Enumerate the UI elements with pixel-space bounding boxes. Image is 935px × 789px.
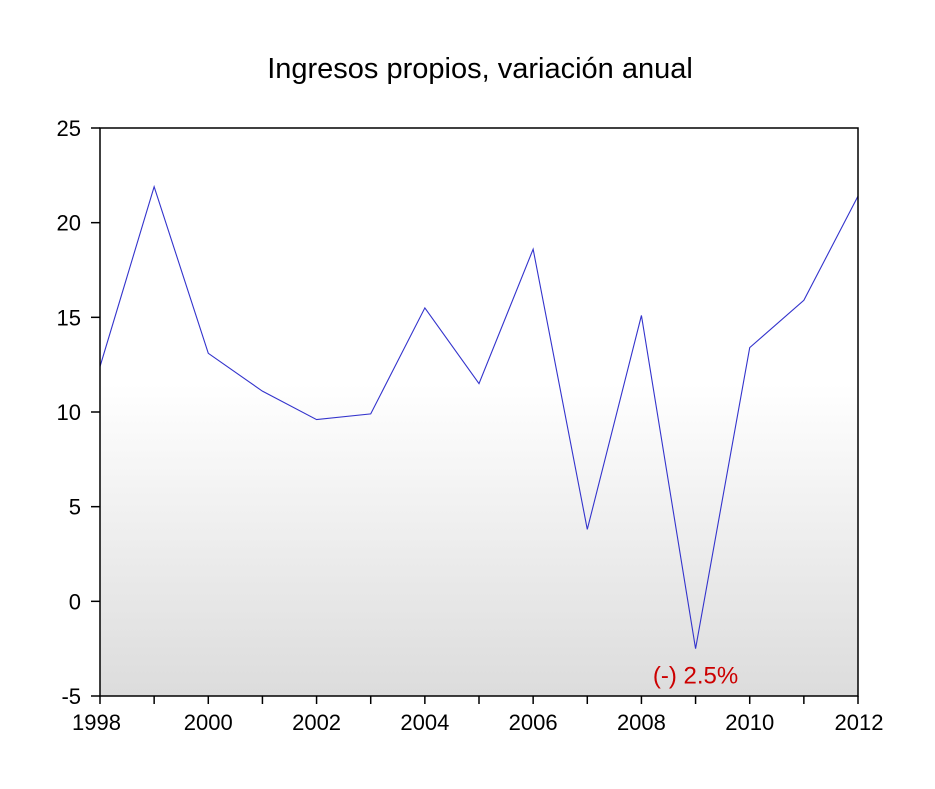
chart-title: Ingresos propios, variación anual (267, 53, 693, 85)
plot-area (100, 128, 858, 696)
x-tick-label: 2006 (509, 710, 558, 735)
y-tick-label: 15 (57, 305, 81, 330)
x-tick-label: 2010 (725, 710, 774, 735)
x-tick-label: 1998 (72, 710, 121, 735)
x-tick-label: 2004 (400, 710, 449, 735)
x-tick-label: 2000 (184, 710, 233, 735)
x-tick-label: 2008 (617, 710, 666, 735)
y-tick-label: 25 (57, 116, 81, 141)
x-tick-label: 2012 (835, 710, 884, 735)
series-line (99, 184, 859, 649)
y-tick-label: 0 (69, 589, 81, 614)
y-tick-label: -5 (61, 684, 81, 709)
series-layer (99, 184, 859, 649)
annotation-label: (-) 2.5% (653, 663, 738, 690)
y-tick-label: 20 (57, 211, 81, 236)
annotation-layer: (-) 2.5% (653, 663, 738, 690)
y-axis: -5 0 5 10 15 20 25 (57, 116, 100, 709)
y-tick-label: 10 (57, 400, 81, 425)
x-tick-label: 2002 (292, 710, 341, 735)
x-axis: 1998 2000 2002 2004 2006 2008 2010 2012 (72, 696, 883, 735)
plot-frame (99, 127, 859, 697)
y-tick-label: 5 (69, 495, 81, 520)
